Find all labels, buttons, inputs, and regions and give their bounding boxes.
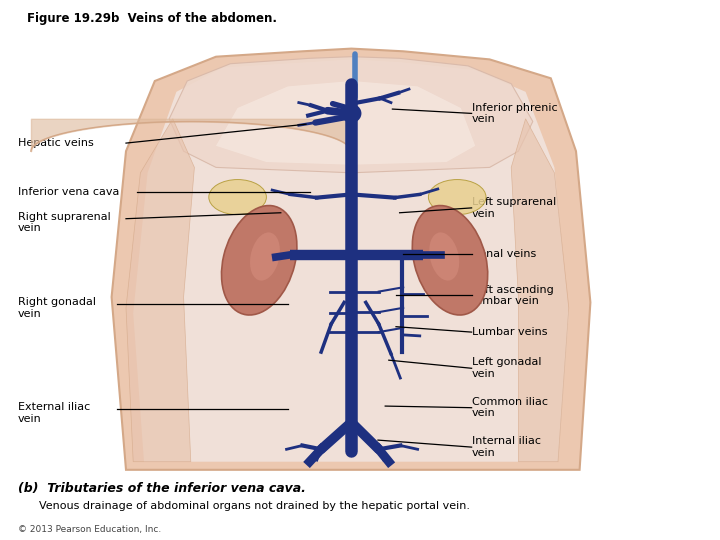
Polygon shape bbox=[133, 59, 569, 462]
Ellipse shape bbox=[341, 104, 361, 123]
Text: Inferior phrenic
vein: Inferior phrenic vein bbox=[472, 103, 557, 124]
Text: Hepatic veins: Hepatic veins bbox=[18, 138, 94, 148]
Text: Figure 19.29b  Veins of the abdomen.: Figure 19.29b Veins of the abdomen. bbox=[27, 12, 277, 25]
Polygon shape bbox=[112, 49, 590, 470]
Text: Right suprarenal
vein: Right suprarenal vein bbox=[18, 212, 111, 233]
Polygon shape bbox=[169, 57, 533, 173]
Polygon shape bbox=[216, 81, 475, 165]
Text: Left ascending
lumbar vein: Left ascending lumbar vein bbox=[472, 285, 554, 306]
Ellipse shape bbox=[222, 206, 297, 315]
Ellipse shape bbox=[209, 179, 266, 215]
Text: (b)  Tributaries of the inferior vena cava.: (b) Tributaries of the inferior vena cav… bbox=[18, 482, 306, 495]
Text: Renal veins: Renal veins bbox=[472, 249, 536, 259]
Text: Internal iliac
vein: Internal iliac vein bbox=[472, 436, 541, 458]
Ellipse shape bbox=[250, 232, 280, 281]
Text: External iliac
vein: External iliac vein bbox=[18, 402, 90, 424]
Text: Common iliac
vein: Common iliac vein bbox=[472, 397, 548, 418]
Text: © 2013 Pearson Education, Inc.: © 2013 Pearson Education, Inc. bbox=[18, 524, 161, 534]
Text: Venous drainage of abdominal organs not drained by the hepatic portal vein.: Venous drainage of abdominal organs not … bbox=[18, 501, 470, 511]
Text: Left suprarenal
vein: Left suprarenal vein bbox=[472, 197, 556, 219]
Text: Right gonadal
vein: Right gonadal vein bbox=[18, 297, 96, 319]
Polygon shape bbox=[511, 119, 569, 462]
Ellipse shape bbox=[429, 232, 459, 281]
Ellipse shape bbox=[413, 206, 487, 315]
Text: Lumbar veins: Lumbar veins bbox=[472, 327, 547, 337]
Ellipse shape bbox=[428, 179, 486, 215]
Polygon shape bbox=[126, 119, 194, 462]
Text: Inferior vena cava: Inferior vena cava bbox=[18, 187, 120, 197]
Text: Left gonadal
vein: Left gonadal vein bbox=[472, 357, 541, 379]
